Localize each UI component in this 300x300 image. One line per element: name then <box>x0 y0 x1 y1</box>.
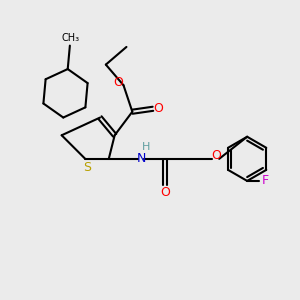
Text: O: O <box>160 186 170 199</box>
Text: S: S <box>83 161 91 174</box>
Text: O: O <box>113 76 123 89</box>
Text: N: N <box>136 152 146 165</box>
Text: F: F <box>261 174 268 188</box>
Text: CH₃: CH₃ <box>61 33 80 43</box>
Text: O: O <box>153 102 163 115</box>
Text: H: H <box>141 142 150 152</box>
Text: O: O <box>211 149 221 162</box>
